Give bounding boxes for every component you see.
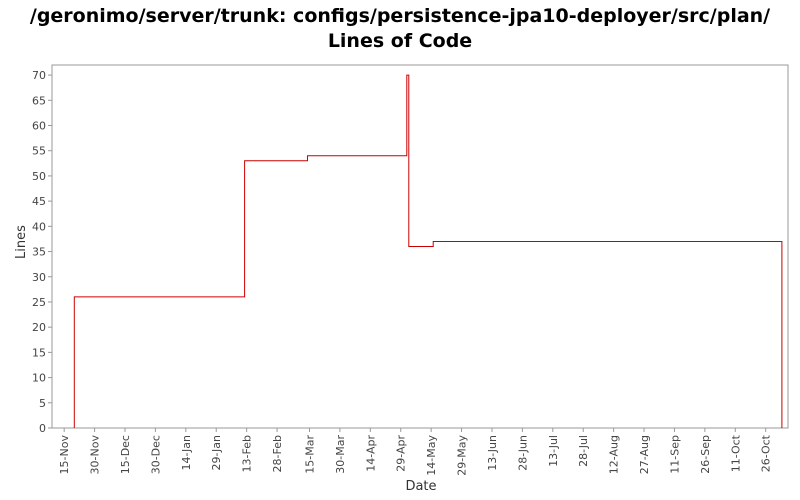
- x-tick-label: 29-Jan: [210, 435, 223, 471]
- chart-title-line-2: Lines of Code: [327, 30, 473, 52]
- x-tick-label: 14-May: [425, 435, 438, 476]
- y-tick-label: 55: [32, 145, 46, 158]
- x-tick-label: 11-Oct: [729, 434, 742, 472]
- y-tick-label: 20: [32, 321, 46, 334]
- series-line: [73, 74, 783, 428]
- chart-title: /geronimo/server/trunk: configs/persiste…: [0, 4, 800, 54]
- y-axis-ticks: 0 5 10 15 20 25 30 35 40 45 50 55 60 65 70: [32, 69, 52, 435]
- x-axis-label: Date: [405, 479, 436, 494]
- x-tick-label: 26-Sep: [699, 435, 712, 474]
- x-tick-label: 26-Oct: [760, 434, 773, 472]
- y-tick-label: 40: [32, 220, 46, 233]
- x-tick-label: 29-Apr: [395, 435, 408, 472]
- x-tick-label: 27-Aug: [638, 435, 651, 474]
- y-tick-label: 45: [32, 195, 46, 208]
- x-tick-label: 30-Mar: [334, 435, 347, 474]
- x-tick-label: 29-May: [456, 435, 469, 476]
- y-axis-label: Lines: [14, 225, 29, 259]
- y-tick-label: 65: [32, 94, 46, 107]
- y-tick-label: 15: [32, 346, 46, 359]
- series-layer: [73, 74, 783, 428]
- y-tick-label: 60: [32, 120, 46, 133]
- x-tick-label: 12-Aug: [608, 435, 621, 474]
- x-tick-label: 15-Mar: [303, 435, 316, 474]
- x-tick-label: 13-Jun: [486, 435, 499, 471]
- x-tick-label: 28-Feb: [271, 435, 284, 472]
- x-tick-label: 15-Nov: [58, 435, 71, 475]
- y-tick-label: 10: [32, 372, 46, 385]
- x-tick-label: 30-Nov: [89, 435, 102, 475]
- y-tick-label: 50: [32, 170, 46, 183]
- x-tick-label: 28-Jul: [577, 435, 590, 467]
- x-tick-label: 28-Jun: [516, 435, 529, 471]
- y-tick-label: 30: [32, 271, 46, 284]
- x-axis-ticks: 15-Nov 30-Nov 15-Dec 30-Dec 14-Jan 29-Jan 13-F…: [58, 428, 773, 476]
- y-tick-label: 5: [39, 397, 46, 410]
- x-tick-label: 14-Apr: [364, 435, 377, 472]
- x-tick-label: 13-Feb: [241, 435, 254, 472]
- x-tick-label: 15-Dec: [119, 435, 132, 474]
- y-tick-label: 35: [32, 246, 46, 259]
- x-tick-label: 13-Jul: [547, 435, 560, 467]
- x-tick-label: 14-Jan: [180, 435, 193, 471]
- y-tick-label: 0: [39, 422, 46, 435]
- y-tick-label: 70: [32, 69, 46, 82]
- chart-title-line-1: /geronimo/server/trunk: configs/persiste…: [29, 5, 771, 27]
- x-tick-label: 30-Dec: [149, 435, 162, 474]
- y-tick-label: 25: [32, 296, 46, 309]
- x-tick-label: 11-Sep: [668, 435, 681, 474]
